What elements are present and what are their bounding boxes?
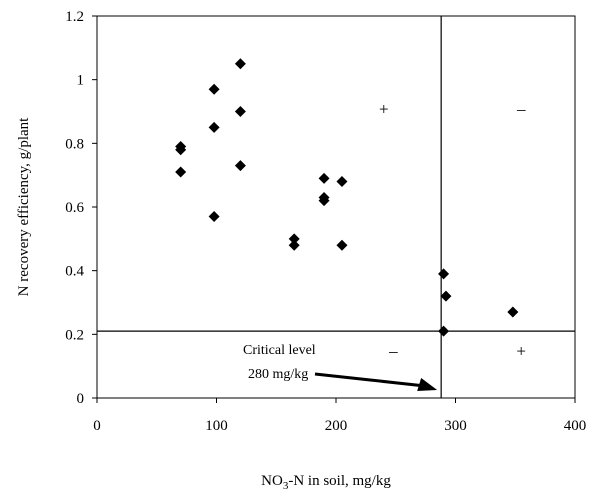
data-point <box>288 233 300 245</box>
data-point <box>318 195 330 207</box>
y-tick-label: 0.6 <box>65 200 84 216</box>
x-tick-label: 400 <box>564 418 587 434</box>
y-tick-label: 1 <box>77 73 85 89</box>
data-point <box>288 239 300 251</box>
quadrant-sign: + <box>516 341 526 360</box>
data-point <box>234 160 246 172</box>
quadrant-sign: + <box>379 99 389 118</box>
x-tick-label: 300 <box>444 418 467 434</box>
data-point <box>208 121 220 133</box>
x-axis-label: NO3-N in soil, mg/kg <box>261 473 391 492</box>
x-tick-label: 0 <box>93 418 101 434</box>
critical-level-label: Critical level <box>243 343 316 358</box>
data-point <box>336 239 348 251</box>
x-tick-label: 200 <box>325 418 348 434</box>
critical-level-arrow <box>314 372 426 388</box>
data-point <box>438 268 450 280</box>
data-point <box>175 166 187 178</box>
x-tick-label: 100 <box>205 418 228 434</box>
y-tick-label: 0 <box>77 391 85 407</box>
plot-frame <box>96 15 576 399</box>
data-point <box>208 211 220 223</box>
data-point <box>175 144 187 156</box>
critical-level-arrowhead <box>417 378 438 391</box>
data-point <box>234 58 246 70</box>
y-tick-label: 1.2 <box>65 9 84 25</box>
data-point <box>234 106 246 117</box>
data-point <box>336 176 348 188</box>
data-point <box>318 172 330 184</box>
quadrant-sign: – <box>388 341 398 360</box>
y-tick-label: 0.2 <box>65 327 84 343</box>
data-point <box>208 83 220 95</box>
y-tick-label: 0.4 <box>65 264 84 280</box>
y-tick-label: 0.8 <box>65 136 84 152</box>
y-axis-label: N recovery efficiency, g/plant <box>16 117 32 296</box>
data-point <box>507 306 519 318</box>
quadrant-sign: – <box>516 99 526 118</box>
data-point <box>438 325 450 337</box>
critical-level-value: 280 mg/kg <box>248 367 308 382</box>
data-point <box>440 290 452 302</box>
